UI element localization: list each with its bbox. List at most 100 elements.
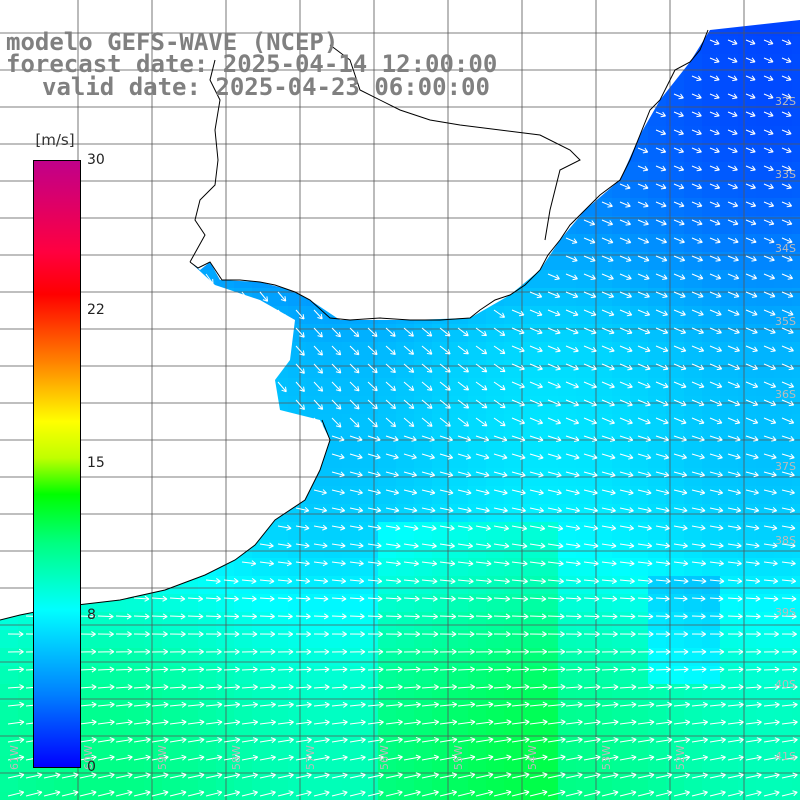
wind-arrow: [691, 363, 705, 371]
wind-arrow: [529, 417, 544, 425]
wind-arrow: [151, 737, 169, 743]
wind-arrow: [169, 613, 186, 620]
wind-cell: [720, 108, 738, 126]
wind-arrow: [745, 39, 756, 46]
wind-cell: [378, 360, 396, 378]
wind-cell: [522, 414, 540, 432]
wind-cell: [738, 738, 756, 756]
wind-cell: [288, 738, 306, 756]
wind-cell: [684, 612, 702, 630]
wind-cell: [756, 540, 774, 558]
lon-label: 53W: [600, 745, 613, 770]
wind-cell: [360, 450, 378, 468]
wind-arrow: [673, 560, 689, 567]
wind-cell: [774, 90, 792, 108]
wind-cell: [684, 522, 702, 540]
wind-arrow: [367, 737, 384, 744]
wind-arrow: [619, 790, 637, 797]
wind-cell: [648, 684, 666, 702]
wind-arrow: [781, 147, 792, 154]
wind-cell: [576, 648, 594, 666]
wind-cell: [360, 396, 378, 414]
wind-arrow: [691, 165, 702, 172]
wind-arrow: [421, 542, 437, 549]
wind-arrow: [349, 399, 360, 410]
wind-cell: [702, 612, 720, 630]
wind-arrow: [727, 219, 739, 226]
wind-arrow: [655, 435, 669, 442]
wind-arrow: [745, 737, 762, 744]
wind-arrow: [493, 595, 511, 602]
wind-arrow: [385, 417, 397, 428]
wind-cell: [450, 756, 468, 774]
wind-cell: [738, 504, 756, 522]
wind-arrow: [745, 577, 761, 584]
wind-arrow: [475, 595, 493, 602]
wind-cell: [396, 378, 414, 396]
wind-cell: [648, 252, 666, 270]
wind-cell: [702, 180, 720, 198]
wind-arrow: [25, 790, 43, 797]
wind-cell: [126, 738, 144, 756]
wind-arrow: [619, 560, 635, 567]
wind-cell: [666, 522, 684, 540]
wind-cell: [486, 378, 504, 396]
wind-cell: [756, 54, 774, 72]
wind-arrow: [259, 595, 275, 602]
wind-arrow: [511, 772, 530, 779]
wind-cell: [648, 720, 666, 738]
wind-cell: [396, 360, 414, 378]
wind-arrow: [637, 237, 650, 244]
wind-arrow: [475, 631, 493, 638]
wind-arrow: [313, 363, 324, 374]
wind-arrow: [601, 524, 617, 531]
wind-arrow: [421, 701, 440, 708]
wind-arrow: [475, 684, 494, 691]
wind-cell: [612, 486, 630, 504]
wind-arrow: [457, 435, 472, 442]
wind-arrow: [331, 327, 342, 338]
wind-cell: [684, 252, 702, 270]
wind-cell: [486, 414, 504, 432]
wind-cell: [630, 540, 648, 558]
wind-arrow: [745, 201, 757, 208]
wind-arrow: [493, 684, 512, 691]
wind-arrow: [565, 255, 578, 262]
wind-arrow: [727, 345, 740, 353]
wind-cell: [234, 756, 252, 774]
wind-cell: [468, 486, 486, 504]
wind-arrow: [547, 613, 565, 620]
wind-arrow: [763, 471, 777, 478]
wind-arrow: [277, 701, 294, 708]
wind-cell: [414, 360, 432, 378]
wind-cell: [630, 432, 648, 450]
wind-cell: [594, 216, 612, 234]
wind-arrow: [583, 613, 600, 620]
wind-arrow: [673, 595, 688, 602]
wind-arrow: [691, 111, 702, 118]
wind-cell: [504, 648, 522, 666]
wind-arrow: [565, 754, 583, 761]
lon-label: 52W: [674, 745, 687, 770]
wind-cell: [126, 702, 144, 720]
wind-arrow: [241, 666, 258, 673]
wind-arrow: [403, 417, 415, 428]
wind-arrow: [277, 631, 294, 638]
wind-arrow: [223, 737, 241, 744]
wind-arrow: [313, 719, 330, 726]
wind-arrow: [691, 524, 706, 531]
wind-arrow: [619, 273, 632, 280]
wind-cell: [630, 270, 648, 288]
wind-arrow: [403, 381, 415, 391]
wind-cell: [738, 378, 756, 396]
wind-arrow: [529, 719, 548, 726]
wind-cell: [558, 378, 576, 396]
wind-cell: [468, 774, 486, 792]
wind-cell: [486, 342, 504, 360]
wind-arrow: [385, 327, 396, 337]
wind-cell: [522, 360, 540, 378]
wind-arrow: [97, 631, 114, 638]
wind-cell: [396, 666, 414, 684]
wind-cell: [306, 378, 324, 396]
wind-cell: [648, 342, 666, 360]
